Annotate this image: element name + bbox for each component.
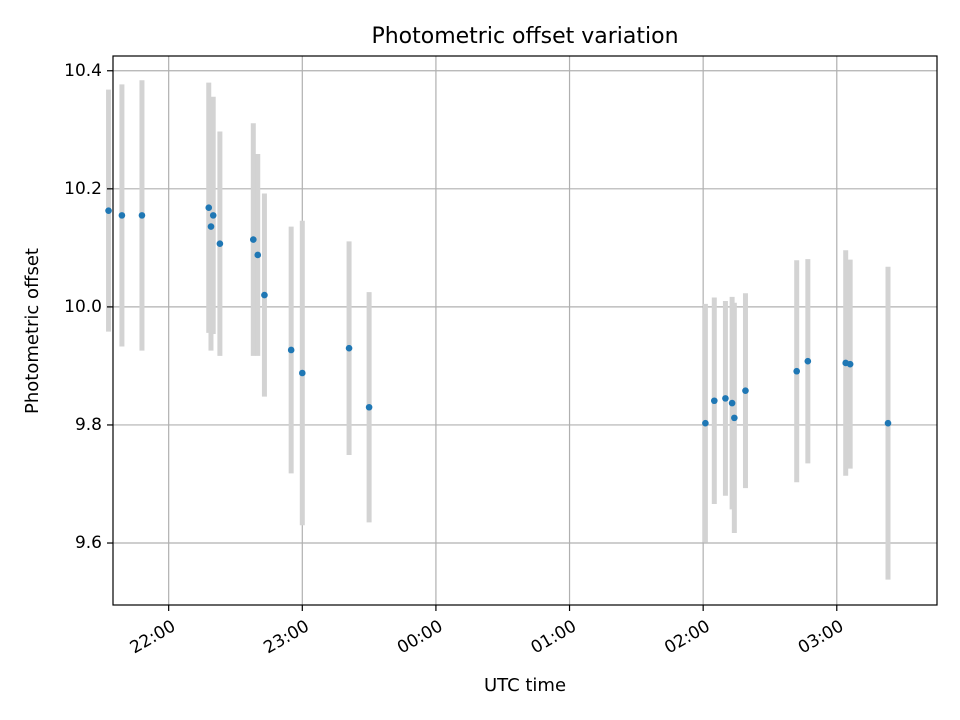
y-tick-label: 10.0 — [64, 297, 102, 317]
x-axis-label: UTC time — [484, 675, 566, 696]
data-point — [209, 212, 217, 219]
data-point — [710, 397, 718, 405]
data-point — [207, 223, 215, 230]
data-point — [722, 395, 729, 402]
data-point — [298, 369, 306, 377]
data-point — [702, 419, 709, 427]
y-tick-label: 9.6 — [75, 533, 102, 553]
data-point — [250, 236, 257, 243]
data-points — [105, 204, 892, 427]
plot-frame — [112, 55, 938, 606]
data-point — [216, 240, 224, 248]
data-point — [138, 212, 146, 219]
data-point — [365, 403, 373, 411]
data-point — [731, 414, 738, 422]
data-point — [118, 212, 126, 219]
y-tick-label: 10.2 — [64, 179, 102, 199]
chart-title: Photometric offset variation — [371, 24, 678, 49]
data-point — [846, 360, 854, 368]
y-axis-label: Photometric offset — [22, 248, 43, 414]
data-point — [105, 207, 112, 214]
data-point — [793, 367, 800, 375]
data-point — [261, 291, 268, 299]
data-point — [742, 387, 749, 395]
data-point — [804, 357, 812, 365]
data-point — [728, 399, 736, 407]
data-point — [254, 251, 262, 259]
y-tick-label: 9.8 — [75, 415, 102, 435]
data-point — [884, 419, 892, 427]
data-point — [205, 204, 213, 212]
data-point — [345, 344, 353, 352]
y-tick-label: 10.4 — [64, 61, 102, 81]
y-axis-ticks: 9.6 9.8 10.0 10.2 10.4 — [64, 61, 113, 553]
data-point — [287, 346, 295, 354]
